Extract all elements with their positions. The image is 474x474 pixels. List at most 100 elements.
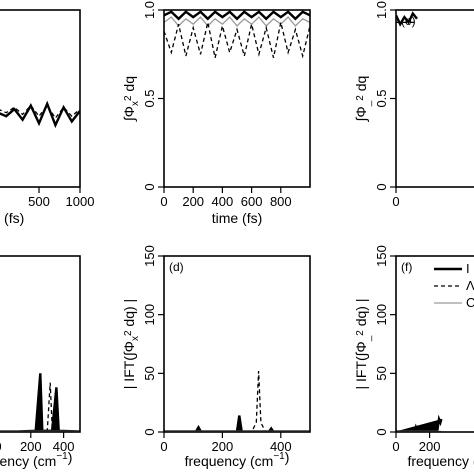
x-tick: 200 [419,432,441,454]
y-axis-label-part: x [130,101,141,106]
x-tick: 400 [212,187,234,209]
panel-letter: (f) [401,260,412,274]
y-tick: 0.5 [374,89,396,108]
panel-letter: (e) [401,14,416,28]
y-tick: 150 [142,245,164,267]
x-tick-label: 500 [28,194,50,209]
chart-panel-3: 00 0.5 1.0 ∫Φ_2 dq (e) [353,1,474,209]
y-tick-label: 1.0 [374,1,389,19]
y-axis-label-part: ∫Φ [121,106,137,122]
y-tick: 50 [374,366,396,381]
y-axis-label-part: 2 [123,95,134,101]
plot-frame [0,255,81,433]
x-tick: 0 [392,432,400,454]
series-line-1 [396,414,443,432]
y-axis-label-part: ∫Φ [353,106,369,122]
x-tick-label: 400 [212,194,234,209]
y-tick: 100 [142,304,164,326]
y-axis-label: | IFT(∫Φ_2 dq) | [353,299,373,390]
x-axis-label-part: frequency (cm [0,453,56,469]
legend-label-2: Λ [466,278,474,293]
x-axis-label-part: frequency (c [407,453,474,469]
x-tick: 400 [53,432,75,454]
y-axis-label-part: _ [362,335,373,342]
x-tick: 800 [270,187,292,209]
x-tick-label: 200 [419,439,441,454]
series-line-3 [164,22,310,59]
y-axis-label-part: dq) [353,306,369,330]
plot-frame [395,255,474,433]
y-tick: 1.0 [142,1,164,19]
x-axis-label: frequency (c [407,453,474,469]
x-tick: 600 [241,187,262,209]
series-line-1 [0,100,80,129]
x-axis-label: frequency (cm−1) [185,449,290,469]
x-axis-label: time (fs) [212,210,263,226]
chart-panel-2: 0 200 400 600 800 0 0.5 1.0 time (fs) ∫Φx2 dq [121,1,311,226]
x-tick: 0 [160,432,168,454]
y-tick: 150 [374,245,396,267]
plot-frame [395,9,474,188]
legend-label-3: C [466,295,474,310]
chart-panel-5: 0 200 400 0 50 100 150 frequency (cm−1) | IFT(∫Φ… [121,245,311,469]
x-tick: 500 [28,187,50,209]
y-tick-label: 150 [142,245,157,267]
y-axis-label-part: | [353,299,369,307]
x-tick-label: 200 [212,439,234,454]
y-axis-label: ∫Φ_2 dq [353,76,373,123]
y-axis-label-part: ∫Φ [353,341,369,357]
y-tick: 50 [142,366,164,381]
x-tick-label: 400 [53,439,75,454]
y-axis-label-part: dq) [121,306,137,330]
plot-frame [163,255,311,433]
y-axis-label-part: x [130,336,141,341]
x-tick-label: 1000 [66,194,95,209]
y-tick: 0 [374,428,396,436]
series-line-1 [164,10,310,21]
y-axis-label: | IFT(∫Φx2 dq) | [121,299,141,389]
y-tick-label: 0 [142,428,157,435]
y-tick-label: 0 [374,183,389,190]
y-axis-label-part: _ [362,100,373,107]
x-tick: 200 [20,432,42,454]
series-line-2 [0,382,80,432]
y-tick: 1.0 [374,1,396,19]
x-tick: 200 [212,432,234,454]
x-axis-label: time (fs) [0,210,24,226]
y-tick-label: 100 [374,304,389,326]
y-axis-label-part: 2 [355,330,366,336]
x-tick-label: 0 [392,194,399,209]
y-tick-label: 0 [142,183,157,190]
y-axis-label: ∫Φx2 dq [121,76,141,122]
y-axis-label-part: | IFT( [121,356,137,390]
legend-label-1: I [466,261,470,276]
chart-panel-1: 500 1000 time (fs) [0,9,95,226]
y-tick: 0 [142,183,164,191]
y-axis-label-part: 2 [123,330,134,336]
x-tick: 200 [182,187,204,209]
series-line-2 [164,370,310,432]
x-tick: 0 [392,187,400,209]
y-axis-label-part: | [121,299,137,307]
x-tick-label: 0 [0,439,2,454]
y-tick: 0 [374,183,396,191]
chart-panel-4: 0 200 400frequency (cm−1) [0,255,81,469]
y-tick: 0 [142,428,164,436]
y-tick-label: 1.0 [142,1,157,19]
series-line-2 [0,104,80,120]
y-axis-label-part: 2 [355,95,366,101]
panel-letter: (d) [169,260,184,274]
y-axis-label-part: | IFT( [353,356,369,390]
y-tick-label: 150 [374,245,389,267]
plot-frame [0,9,81,188]
series-line-1 [0,373,80,432]
x-axis-label-part: ) [285,449,290,465]
x-tick: 1000 [66,187,95,209]
x-axis-label-part: −1 [273,451,285,462]
y-axis-label-part: dq [121,76,137,95]
x-tick-label: 0 [392,439,399,454]
x-axis-label-part: frequency (cm [185,453,274,469]
x-tick: 0 [0,439,2,454]
y-tick-label: 100 [142,304,157,326]
x-axis-label-part: −1 [56,451,68,462]
